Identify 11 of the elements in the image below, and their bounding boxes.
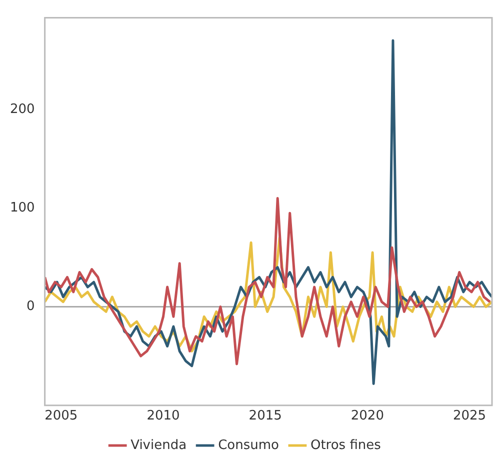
x-tick-label: 2015	[248, 408, 282, 424]
legend-label: Vivienda	[130, 438, 187, 453]
legend-label: Consumo	[218, 438, 280, 453]
legend-label: Otros fines	[310, 438, 382, 453]
x-tick-label: 2025	[452, 408, 486, 424]
x-tick-label: 2020	[350, 408, 384, 424]
x-tick-label: 2010	[146, 408, 180, 424]
y-tick-label: 200	[10, 102, 35, 117]
y-tick-label: 100	[10, 200, 35, 216]
y-tick-label: 0	[26, 299, 35, 314]
x-tick-label: 2005	[44, 408, 78, 424]
